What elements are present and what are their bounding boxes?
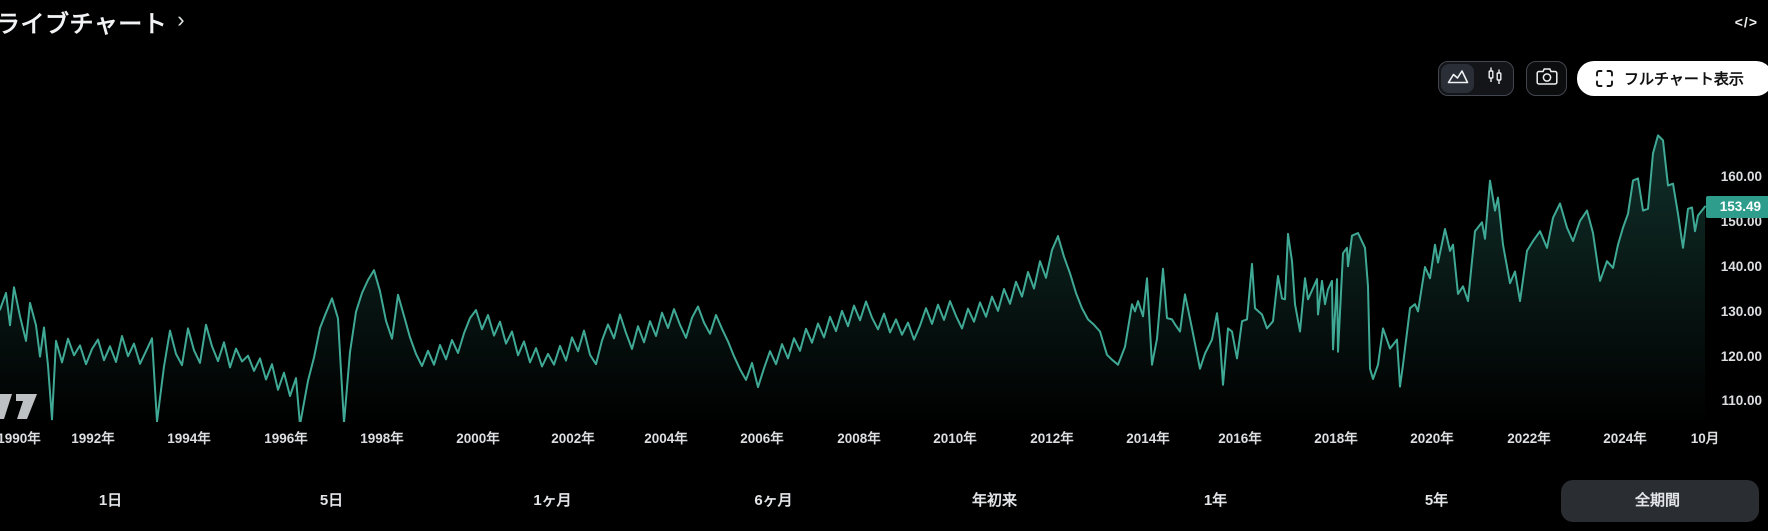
chart-type-switcher: [1438, 61, 1514, 96]
full-chart-button[interactable]: フルチャート表示: [1577, 61, 1768, 96]
range-button-label: 5日: [319, 492, 344, 509]
full-chart-button-label: フルチャート表示: [1624, 71, 1744, 88]
range-button-4[interactable]: 6ヶ月: [663, 468, 884, 531]
price-axis-drag-zone[interactable]: [1702, 100, 1768, 422]
tradingview-logo: [0, 392, 40, 420]
time-axis-label: 2002年: [551, 431, 595, 446]
range-button-5[interactable]: 年初来: [884, 468, 1105, 531]
page-title: ライブチャート ›: [0, 4, 185, 39]
range-button-label: 1ヶ月: [533, 492, 572, 509]
time-axis-label: 2004年: [644, 431, 688, 446]
time-axis-label: 10月: [1690, 431, 1720, 446]
time-axis-label: 1996年: [264, 431, 308, 446]
area-chart-icon: [1447, 68, 1469, 90]
time-axis-label: 2016年: [1218, 431, 1262, 446]
time-axis-label: 2024年: [1603, 431, 1647, 446]
range-button-label: 5年: [1424, 492, 1449, 509]
current-price-value: 153.49: [1719, 199, 1761, 215]
range-button-label: 年初来: [971, 492, 1017, 509]
price-line: [0, 134, 1706, 422]
time-axis-label: 2014年: [1126, 431, 1170, 446]
range-button-1[interactable]: 1日: [0, 468, 221, 531]
time-axis[interactable]: 1990年 1992年 1994年 1996年 1998年 2000年 2002年 2004年…: [0, 425, 1768, 447]
time-axis-label: 2000年: [456, 431, 500, 446]
range-button-label: 全期間: [1634, 492, 1680, 509]
time-axis-label: 2022年: [1507, 431, 1551, 446]
time-axis-label: 1990年: [0, 431, 41, 446]
area-chart-button[interactable]: [1441, 64, 1474, 93]
price-axis-label: 130.00: [1720, 303, 1762, 319]
time-axis-label: 2012年: [1030, 431, 1074, 446]
range-button-label: 6ヶ月: [754, 492, 793, 509]
time-axis-label: 2018年: [1314, 431, 1358, 446]
candlestick-chart-icon: [1487, 67, 1503, 90]
range-button-8[interactable]: 全期間: [1547, 468, 1768, 531]
time-axis-label: 2020年: [1410, 431, 1454, 446]
time-axis-label: 2008年: [837, 431, 881, 446]
range-button-2[interactable]: 5日: [221, 468, 442, 531]
candlestick-chart-button[interactable]: [1478, 64, 1511, 93]
price-axis-label: 140.00: [1720, 259, 1762, 275]
price-line-plot: [0, 134, 1706, 422]
time-axis-label: 2006年: [740, 431, 784, 446]
range-selector: 1日 5日 1ヶ月 6ヶ月 年初来 1年 5年 全期間: [0, 468, 1768, 531]
price-axis-label: 110.00: [1721, 393, 1762, 409]
range-button-6[interactable]: 1年: [1105, 468, 1326, 531]
embed-code-icon[interactable]: </>: [1734, 14, 1758, 30]
active-range-pill: [1561, 480, 1759, 522]
range-button-3[interactable]: 1ヶ月: [442, 468, 663, 531]
time-axis-label: 2010年: [933, 431, 977, 446]
range-button-label: 1年: [1203, 492, 1228, 509]
area-fill: [0, 135, 1705, 422]
price-axis-label: 160.00: [1720, 169, 1762, 185]
current-price-badge: 153.49: [1706, 195, 1768, 218]
snapshot-camera-button[interactable]: [1526, 61, 1567, 96]
chevron-right-icon[interactable]: ›: [177, 6, 186, 32]
time-axis-label: 1992年: [71, 431, 115, 446]
camera-icon: [1535, 67, 1558, 91]
fullscreen-corners-icon: [1595, 69, 1614, 88]
price-axis-label: 120.00: [1720, 348, 1762, 364]
range-button-7[interactable]: 5年: [1326, 468, 1547, 531]
price-chart[interactable]: 160.00 150.00 140.00 130.00 120.00 110.00 153…: [0, 100, 1768, 422]
time-axis-label: 1998年: [360, 431, 404, 446]
price-axis-label: 150.00: [1720, 214, 1762, 230]
page-title-text: ライブチャート: [0, 11, 168, 38]
time-axis-label: 1994年: [167, 431, 211, 446]
range-button-label: 1日: [98, 492, 123, 509]
